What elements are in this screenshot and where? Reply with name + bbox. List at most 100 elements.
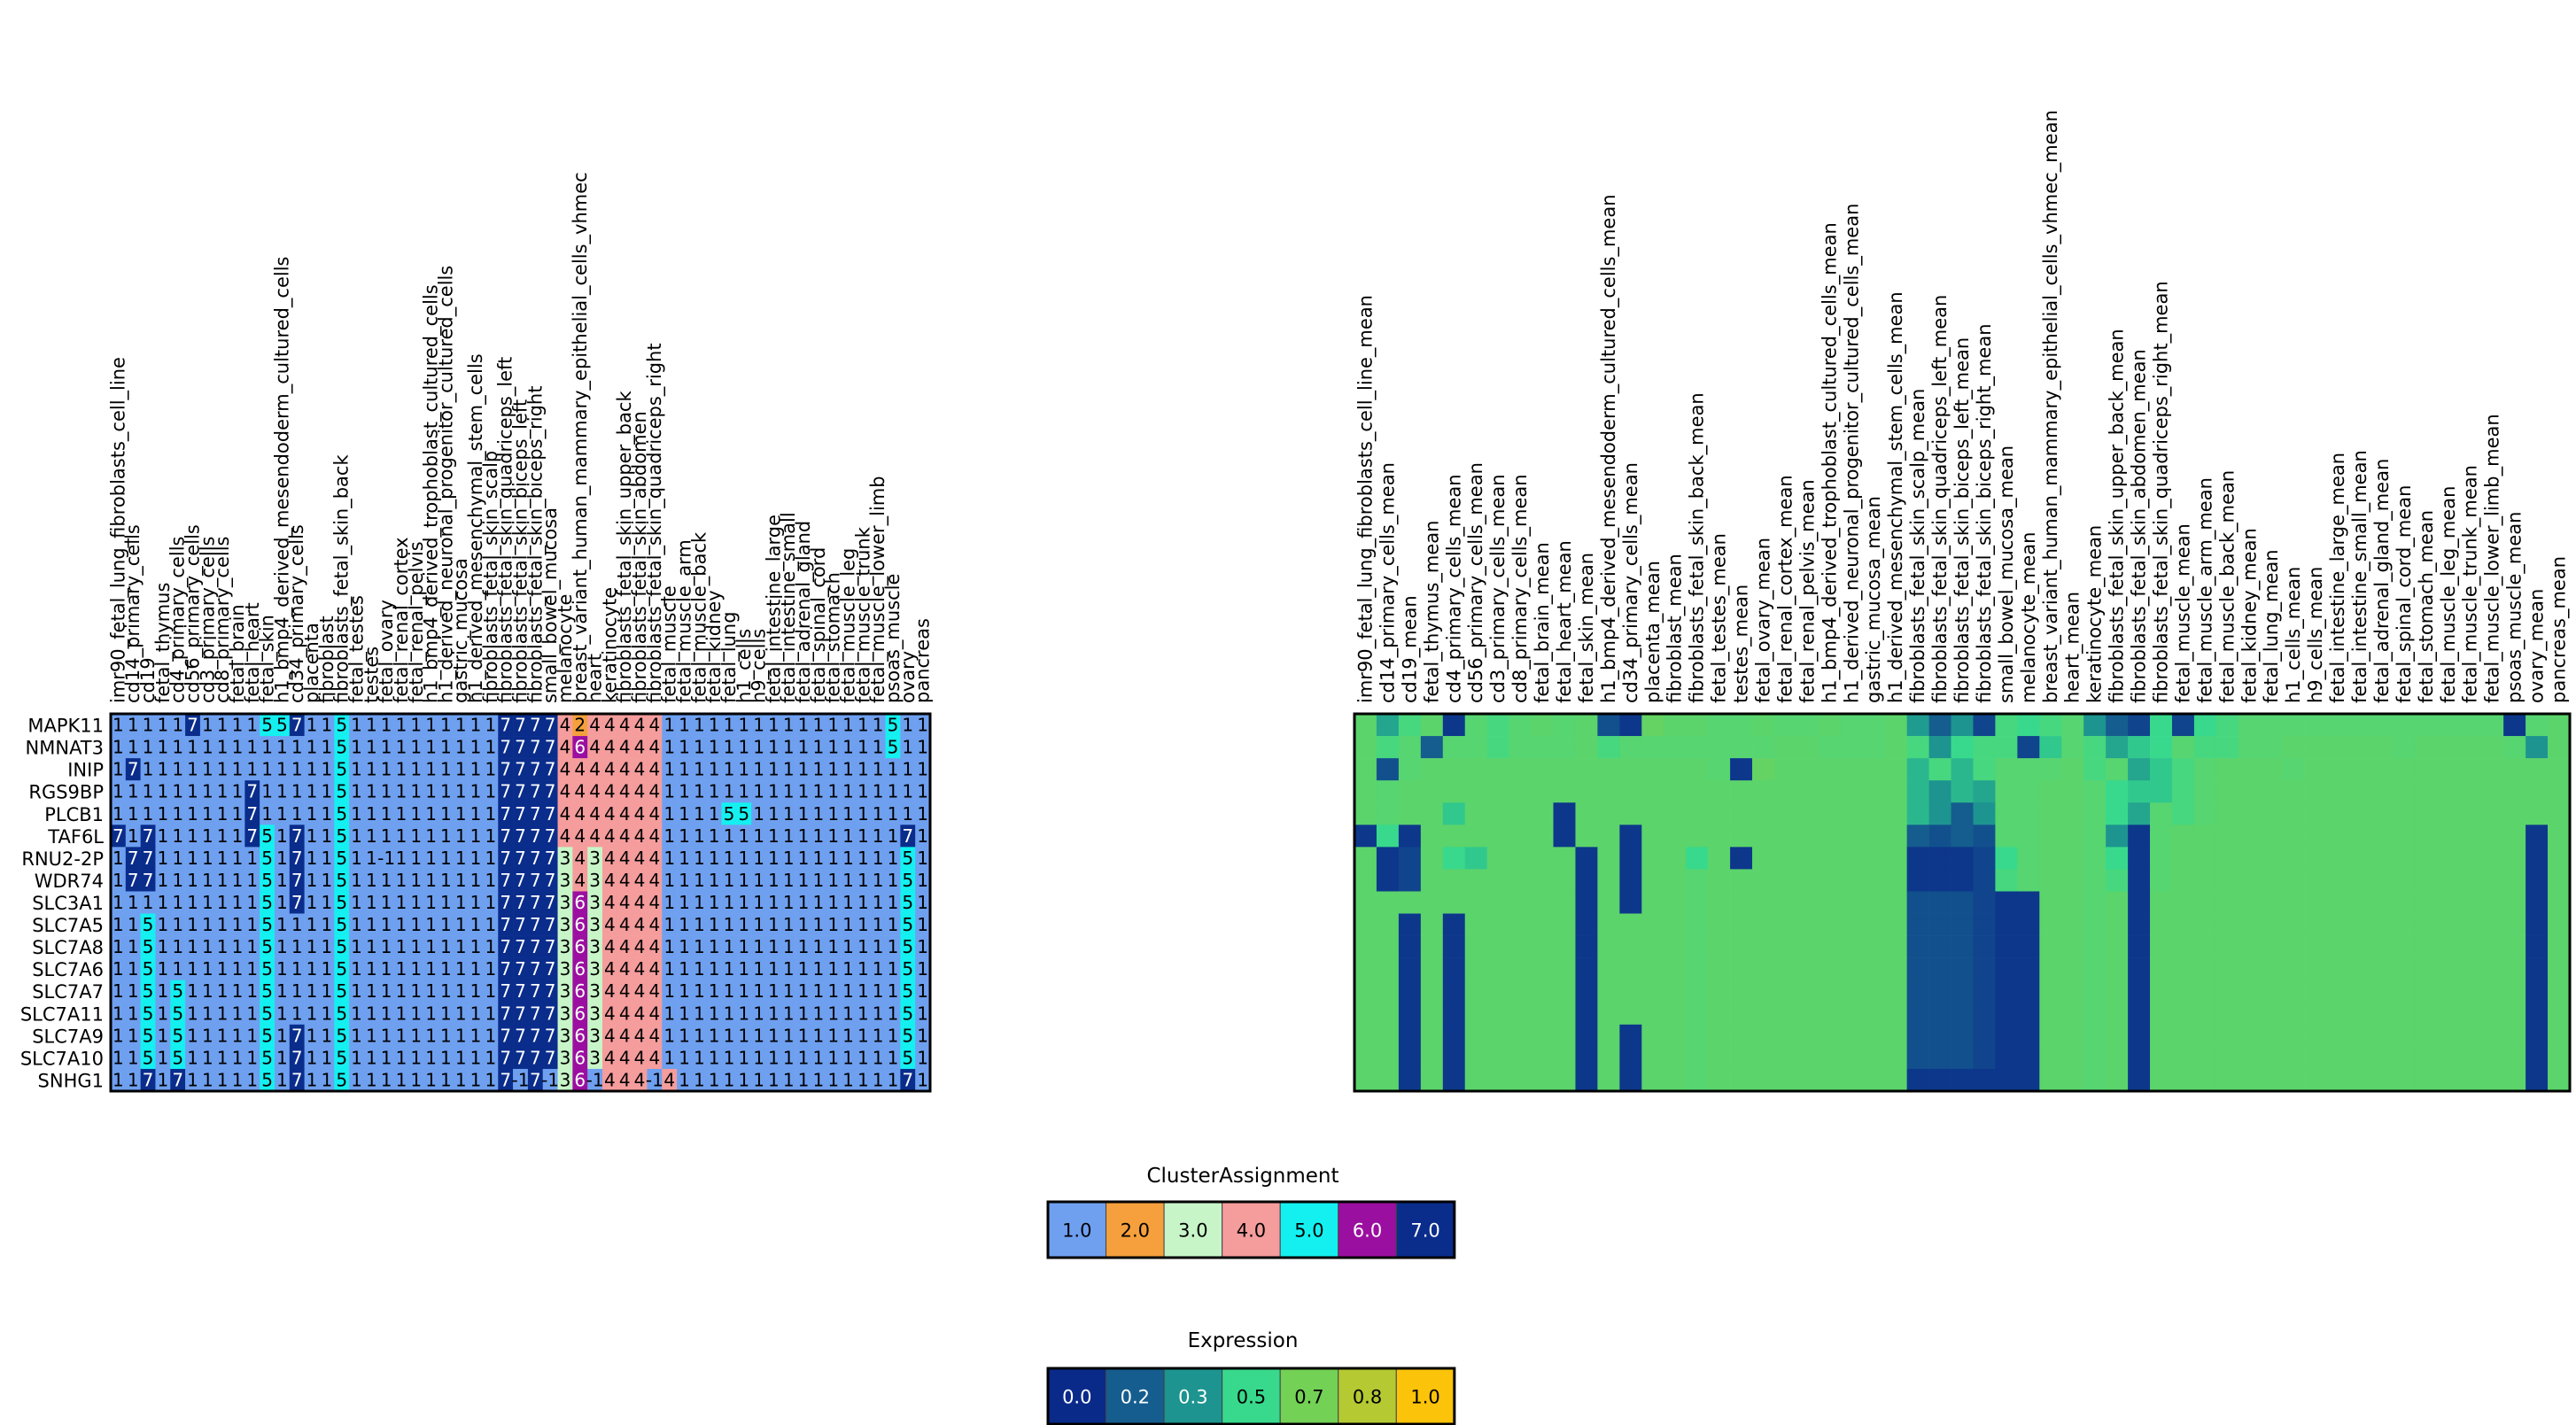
expression-cell bbox=[2171, 935, 2195, 958]
cluster-cell-label: 7 bbox=[500, 848, 511, 869]
expression-cell bbox=[2526, 869, 2549, 892]
cluster-cell-label: 1 bbox=[768, 715, 780, 736]
expression-cell bbox=[2370, 980, 2394, 1003]
cluster-cell bbox=[780, 802, 796, 825]
cluster-cell-label: 7 bbox=[515, 870, 526, 891]
cluster-cell-label: 4 bbox=[589, 715, 601, 736]
cluster-cell bbox=[647, 891, 663, 914]
cluster-cell-label: 1 bbox=[857, 803, 869, 825]
cluster-cell-label: 1 bbox=[902, 803, 913, 825]
cluster-cell bbox=[513, 913, 529, 936]
expression-cell bbox=[2393, 825, 2416, 848]
cluster-cell-label: 1 bbox=[753, 1025, 764, 1046]
expression-cell bbox=[2260, 869, 2284, 892]
expression-cell bbox=[1664, 736, 1687, 759]
expression-cell bbox=[1773, 980, 1797, 1003]
cluster-cell bbox=[468, 780, 484, 803]
cluster-cell-label: 4 bbox=[634, 936, 646, 957]
expression-cell bbox=[1575, 935, 1598, 958]
cluster-cell bbox=[662, 780, 678, 803]
expression-cell bbox=[1442, 891, 1466, 914]
cluster-cell-label: 4 bbox=[648, 1003, 660, 1024]
cluster-cell-label: 3 bbox=[560, 936, 571, 957]
expression-cell bbox=[2260, 980, 2284, 1003]
cluster-cell bbox=[468, 802, 484, 825]
expression-cell bbox=[1951, 935, 1974, 958]
expression-cell bbox=[2437, 825, 2460, 848]
cluster-cell-label: 5 bbox=[336, 715, 347, 736]
expression-cell bbox=[2548, 1002, 2571, 1026]
expression-cell bbox=[1553, 869, 1576, 892]
cluster-cell bbox=[795, 758, 811, 781]
expression-cell bbox=[2171, 736, 2195, 759]
expression-cell bbox=[1376, 1068, 1400, 1092]
expression-cell bbox=[2326, 935, 2349, 958]
cluster-cell-label: 1 bbox=[827, 1025, 839, 1046]
cluster-cell-label: 1 bbox=[187, 848, 198, 869]
cluster-cell-label: 1 bbox=[873, 870, 884, 891]
cluster-cell-label: 1 bbox=[812, 936, 824, 957]
row-label: WDR74 bbox=[35, 871, 104, 892]
cluster-cell bbox=[244, 758, 260, 781]
cluster-cell bbox=[140, 891, 156, 914]
cluster-cell bbox=[662, 891, 678, 914]
cluster-cell bbox=[542, 847, 558, 870]
expression-cell bbox=[2393, 1046, 2416, 1070]
cluster-cell-label: 5 bbox=[336, 848, 347, 869]
cluster-cell-label: 1 bbox=[783, 737, 795, 758]
cluster-cell bbox=[125, 758, 141, 781]
expression-cell bbox=[2260, 758, 2284, 781]
cluster-cell-label: 1 bbox=[768, 759, 780, 780]
cluster-cell bbox=[140, 869, 156, 892]
expression-cell bbox=[2282, 714, 2305, 737]
expression-cell bbox=[2106, 980, 2129, 1003]
cluster-cell-label: 3 bbox=[560, 980, 571, 1002]
column-label: pancreas_mean bbox=[2549, 556, 2571, 703]
expression-cell bbox=[1509, 780, 1532, 803]
expression-cell bbox=[1995, 980, 2018, 1003]
expression-cell bbox=[2083, 802, 2107, 825]
expression-cell bbox=[2061, 1046, 2084, 1070]
cluster-cell-label: 1 bbox=[157, 958, 168, 980]
expression-cell bbox=[1951, 780, 1974, 803]
cluster-cell bbox=[304, 802, 320, 825]
cluster-cell-label: 1 bbox=[366, 1003, 377, 1024]
cluster-cell-label: 4 bbox=[648, 936, 660, 957]
expression-cell bbox=[2238, 1024, 2262, 1048]
cluster-cell bbox=[632, 935, 648, 958]
cluster-cell-label: 1 bbox=[470, 848, 482, 869]
cluster-cell-label: 4 bbox=[604, 980, 616, 1002]
cluster-cell-label: 1 bbox=[381, 892, 392, 913]
cluster-cell-label: 1 bbox=[157, 848, 168, 869]
cluster-cell-label: -1 bbox=[377, 848, 395, 869]
cluster-cell-label: 1 bbox=[128, 1003, 139, 1024]
cluster-cell-label: 4 bbox=[604, 715, 616, 736]
expression-cell bbox=[2393, 802, 2416, 825]
cluster-cell bbox=[363, 780, 380, 803]
cluster-cell bbox=[811, 913, 826, 936]
cluster-cell-label: 1 bbox=[172, 848, 183, 869]
cluster-cell bbox=[855, 802, 872, 825]
cluster-cell bbox=[408, 957, 424, 981]
cluster-cell-label: 3 bbox=[589, 914, 601, 935]
cluster-cell bbox=[304, 935, 320, 958]
legend-label: 1.0 bbox=[1410, 1387, 1439, 1408]
cluster-cell bbox=[260, 891, 275, 914]
cluster-cell bbox=[378, 913, 394, 936]
expression-cell bbox=[1553, 1002, 1576, 1026]
expression-cell bbox=[2061, 780, 2084, 803]
expression-cell bbox=[1664, 825, 1687, 848]
cluster-cell bbox=[587, 913, 603, 936]
expression-legend-title: Expression bbox=[1188, 1329, 1299, 1352]
cluster-cell bbox=[275, 869, 291, 892]
cluster-cell bbox=[334, 758, 350, 781]
cluster-cell bbox=[334, 935, 350, 958]
expression-cell bbox=[1686, 825, 1709, 848]
cluster-cell-label: 1 bbox=[425, 1025, 437, 1046]
expression-cell bbox=[2415, 913, 2438, 936]
expression-cell bbox=[2083, 935, 2107, 958]
expression-cell bbox=[1906, 758, 1929, 781]
cluster-cell bbox=[721, 780, 737, 803]
cluster-cell bbox=[587, 758, 603, 781]
cluster-cell bbox=[423, 847, 439, 870]
